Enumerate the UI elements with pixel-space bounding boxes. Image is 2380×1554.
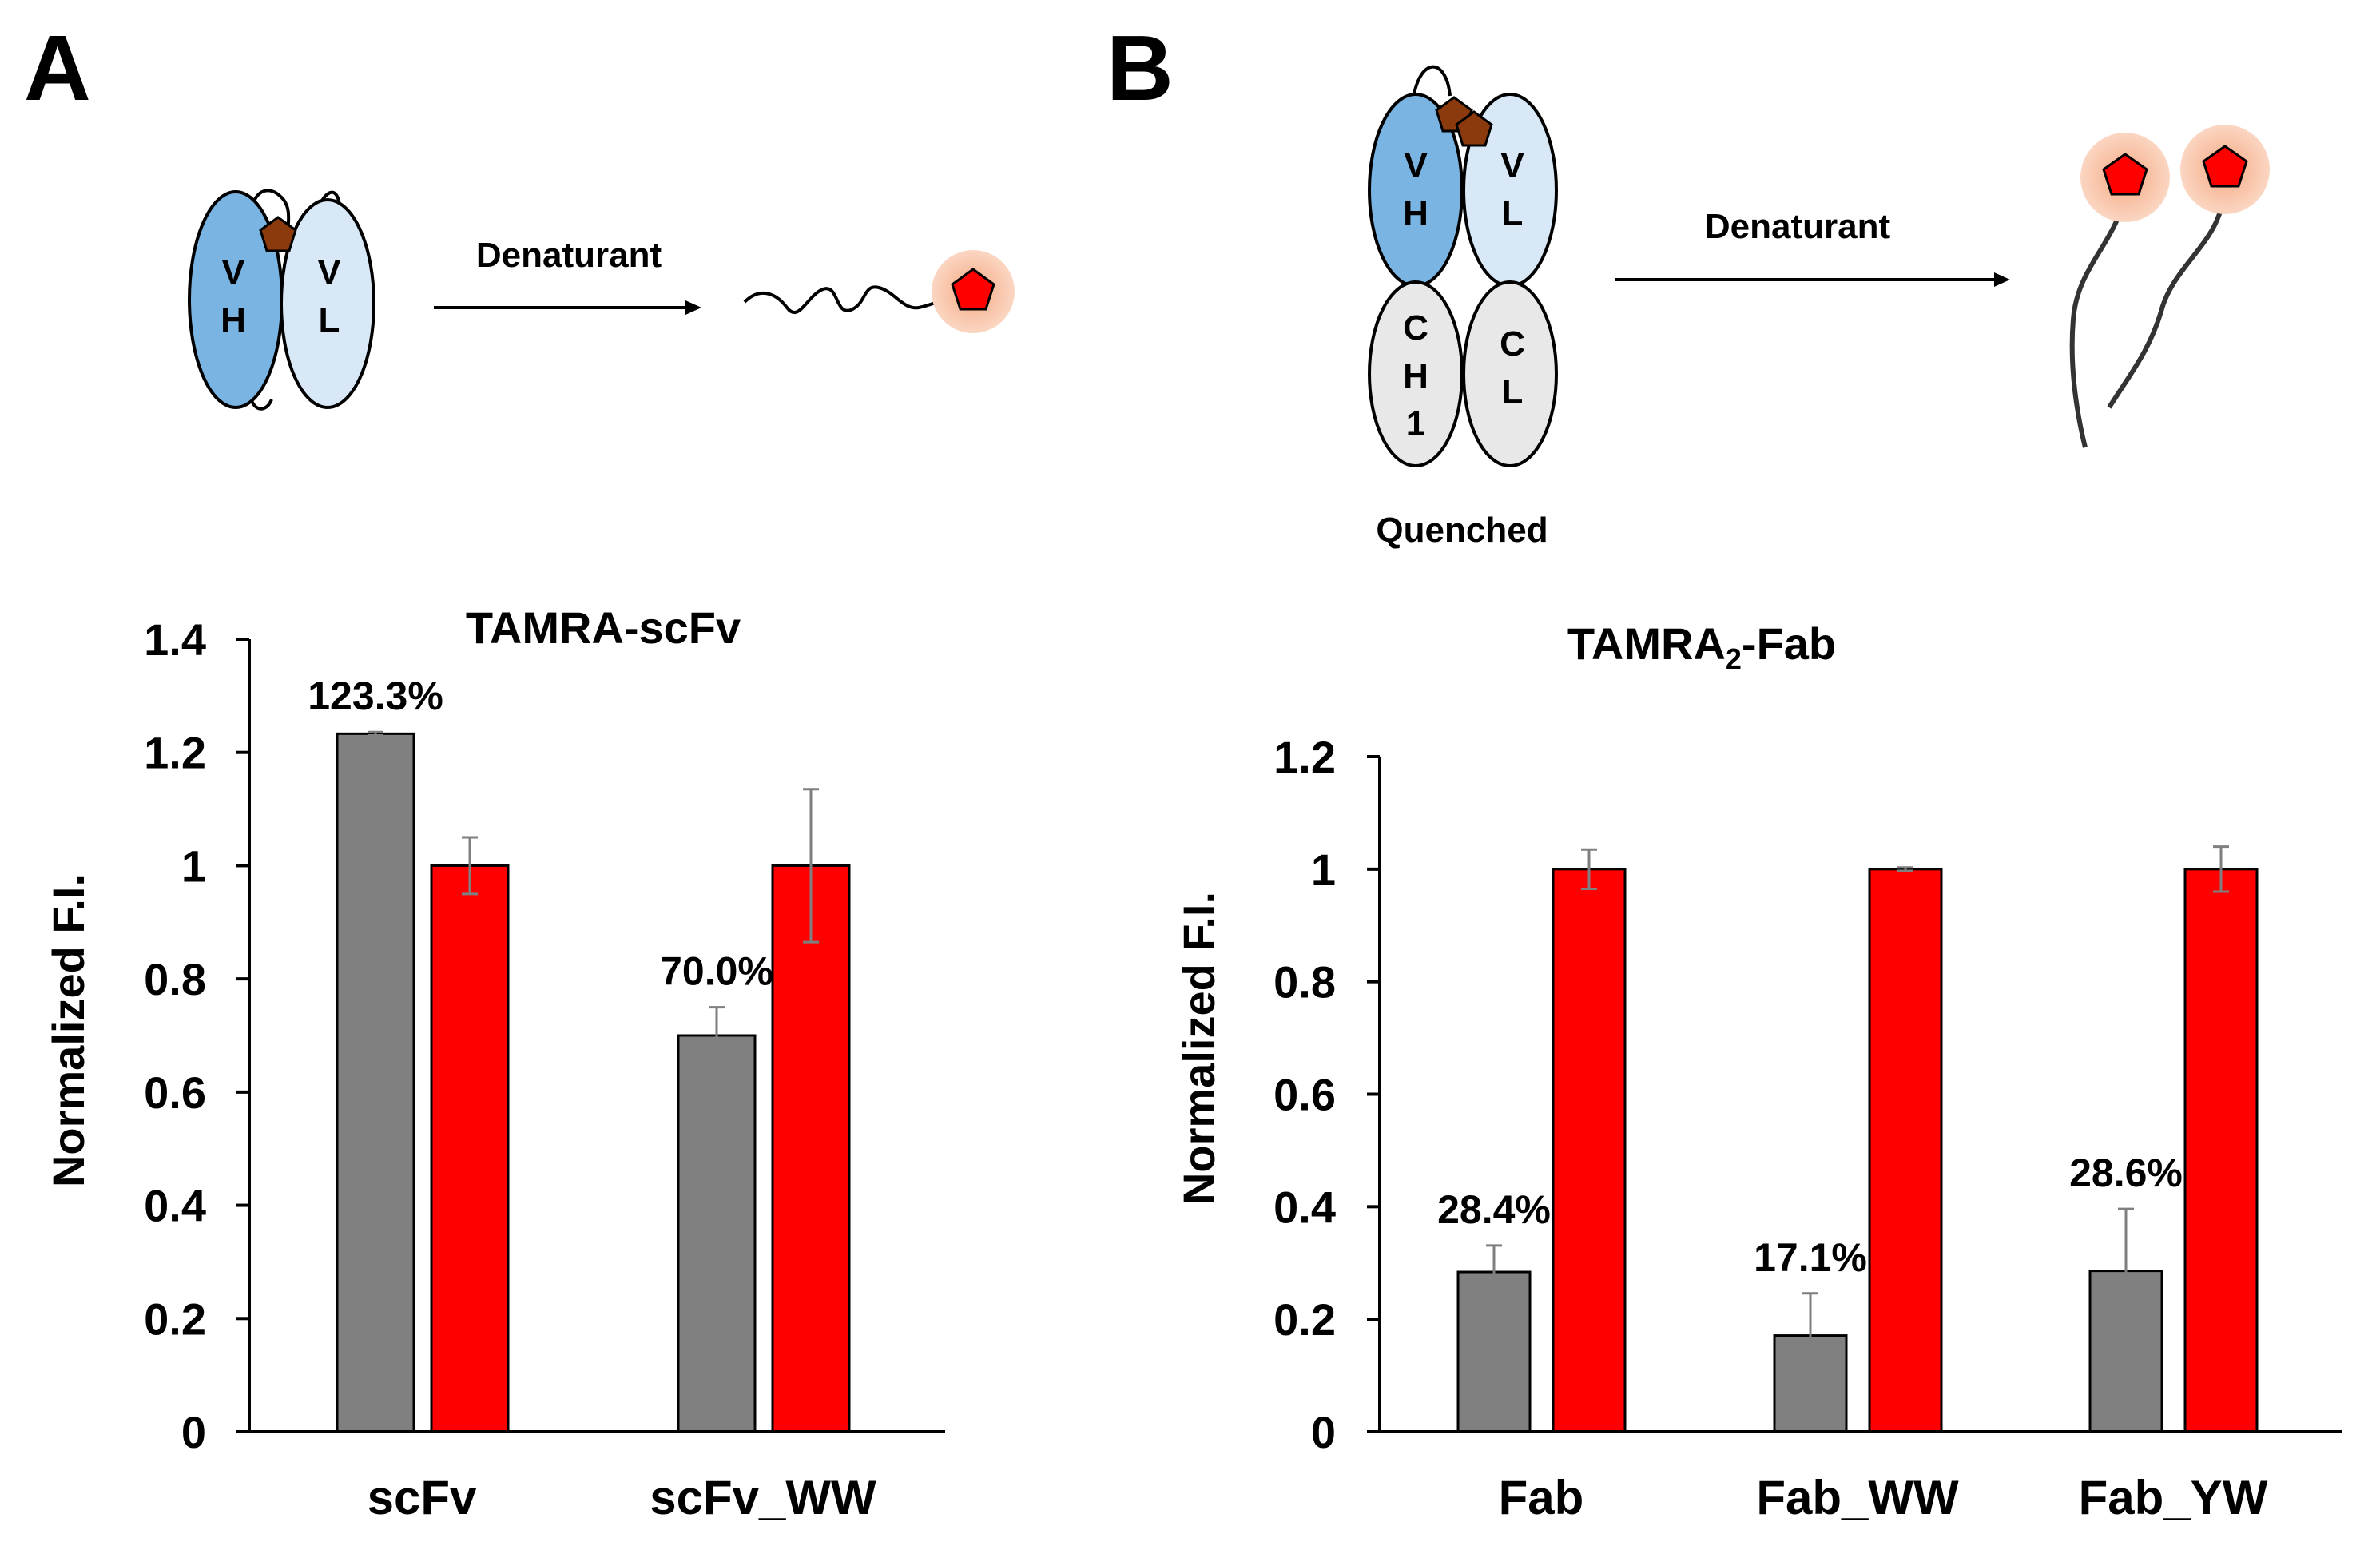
fab-ch1-text-1: C [1403, 308, 1428, 348]
unfolded-chain [743, 285, 979, 315]
chart-a-ytick-label: 1.4 [144, 614, 206, 665]
chart-a-ytick-label: 0.8 [144, 954, 206, 1004]
fab-ch1-text-2: H [1403, 356, 1428, 395]
vh-text-2: H [221, 300, 246, 340]
quenched-label: Quenched [1376, 511, 1548, 550]
unfolded-chain-2 [2107, 187, 2227, 409]
panel-a-arrow [434, 300, 701, 315]
chart-b-data-label: 17.1% [1754, 1235, 1867, 1280]
panel-b-arrow-label: Denaturant [1705, 207, 1891, 246]
chart-a-ytick-label: 1.2 [144, 728, 206, 778]
scfv-unfolded-schematic [743, 250, 1015, 333]
scfv-folded-schematic: V H V L [188, 189, 375, 411]
vl-text-1: V [317, 252, 341, 292]
chart-a-ytick-label: 0.2 [144, 1294, 206, 1344]
panel-a-label: A [24, 16, 91, 120]
panel-b-arrow [1615, 272, 2010, 287]
quencher-icon-2 [1455, 110, 1493, 147]
chart-b-bar-denatured [1552, 868, 1627, 1433]
chart-a-bar-native [677, 1034, 757, 1433]
chart-b-ytick-label: 0 [1311, 1407, 1336, 1457]
fab-ch1-text-3: 1 [1406, 404, 1425, 443]
tamra-dye-icon-1 [2102, 153, 2148, 196]
vl-domain [280, 198, 375, 409]
chart-a-ytick-label: 0.4 [144, 1181, 206, 1231]
fab-vl-text-2: L [1502, 194, 1524, 233]
fab-cl-domain [1462, 280, 1558, 467]
chart-b-ylabel: Normalized F.I. [1174, 892, 1224, 1205]
chart-b-ytick-label: 0.6 [1273, 1070, 1336, 1120]
chart-b-category-label: Fab_YW [2079, 1471, 2268, 1524]
chart-a-category-label: scFv_WW [650, 1471, 876, 1524]
tamra-dye-icon [951, 268, 995, 311]
chart-b-data-label: 28.6% [2069, 1151, 2183, 1195]
chart-b-ytick-label: 0.4 [1273, 1182, 1336, 1232]
fab-vh-text-1: V [1404, 146, 1428, 185]
panel-a-arrow-label: Denaturant [476, 236, 662, 275]
chart-a-ytick-label: 0.6 [144, 1067, 206, 1118]
chart-a-data-label: 123.3% [308, 674, 443, 718]
chart-b-ytick-label: 0.8 [1273, 957, 1336, 1008]
fab-cl-text-2: L [1502, 372, 1524, 411]
panel-b-label: B [1107, 16, 1174, 120]
unfolded-chain-1 [2069, 187, 2128, 448]
chart-a-bar-denatured [430, 864, 510, 1433]
chart-a-category-label: scFv [368, 1471, 477, 1524]
chart-b-category-label: Fab [1499, 1471, 1584, 1524]
chart-a-data-label: 70.0% [660, 949, 773, 994]
chart-a-ylabel: Normalized F.I. [43, 874, 93, 1187]
chart-a-title: TAMRA-scFv [466, 602, 741, 653]
chart-b-title: TAMRA2-Fab [1567, 618, 1836, 675]
chart-a: TAMRA-scFv Normalized F.I. 0 0.2 0.4 0.6 0.8… [43, 602, 945, 1524]
chart-a-ytick-label: 1 [181, 841, 206, 891]
chart-b-ytick-label: 0.2 [1273, 1294, 1336, 1345]
fab-folded-schematic: V H V L C H 1 C L [1368, 65, 1558, 467]
fab-vh-text-2: H [1403, 194, 1428, 233]
fab-cl-text-1: C [1500, 324, 1525, 364]
tamra-dye-icon-2 [2202, 145, 2248, 188]
chart-b-ytick-label: 1 [1311, 845, 1336, 895]
chart-a-bar-denatured [771, 864, 851, 1433]
chart-b-data-label: 28.4% [1437, 1187, 1551, 1232]
chart-a-ytick-label: 0 [181, 1407, 206, 1457]
vl-text-2: L [319, 300, 340, 340]
chart-b: TAMRA2-Fab Normalized F.I. 0 0.2 0.4 0.6 0.8… [1174, 618, 2342, 1524]
chart-b-bar-denatured [2183, 868, 2259, 1433]
chart-b-category-label: Fab_WW [1756, 1471, 1959, 1524]
chart-a-bar-native [336, 732, 415, 1433]
fab-vl-text-1: V [1500, 146, 1524, 185]
chart-b-ytick-label: 1.2 [1273, 732, 1336, 782]
quencher-icon [259, 216, 297, 252]
chart-b-bar-denatured [1868, 868, 1943, 1433]
fab-unfolded-schematic [2069, 125, 2270, 448]
vh-text-1: V [221, 252, 245, 292]
